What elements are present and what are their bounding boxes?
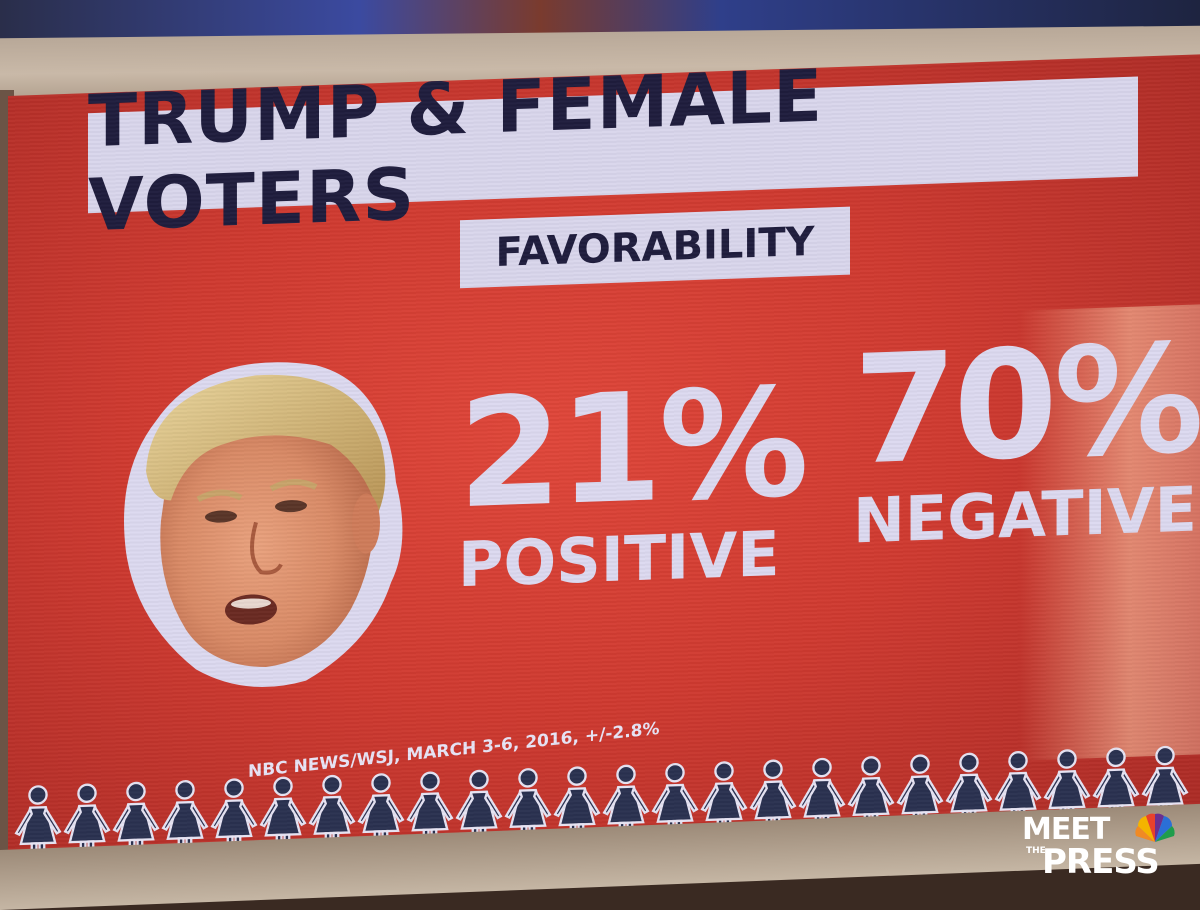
meet-the-press-logo: MEET THE PRESS [1022,812,1182,884]
female-figure-icon [553,766,601,854]
female-figure-icon [1092,747,1140,836]
female-figure-icon [700,761,748,849]
tv-screen: TRUMP & FEMALE VOTERS FAVORABILITY [8,54,1200,886]
female-figure-icon [602,764,650,853]
female-figures-row [14,745,1189,873]
candidate-portrait-icon [124,362,403,688]
nbc-peacock-icon [1135,813,1175,842]
candidate-portrait [116,342,406,702]
female-figure-icon [259,776,307,865]
